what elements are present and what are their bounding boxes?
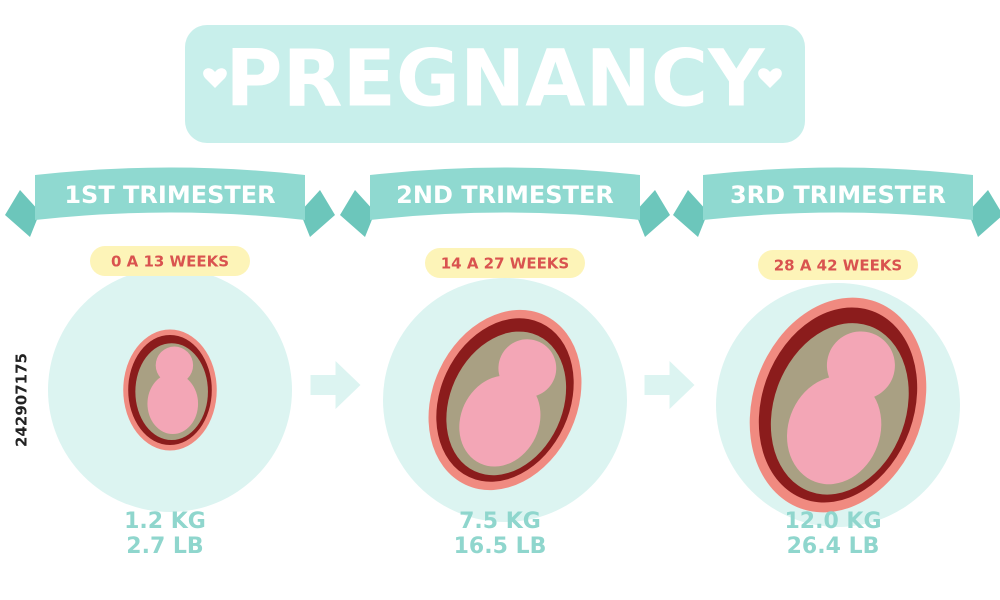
fetus-head xyxy=(498,339,557,398)
weeks-label: 0 A 13 WEEKS xyxy=(111,253,229,271)
weeks-pill xyxy=(90,246,250,276)
womb-illustration xyxy=(428,309,582,491)
stage: 1ST TRIMESTER 0 A 13 WEEKS 1.2 KG2.7 LB xyxy=(5,167,361,559)
heart-left xyxy=(203,68,227,88)
ribbon xyxy=(370,167,640,220)
fetus-body xyxy=(459,375,541,467)
stock-id: 242907175 xyxy=(13,353,31,447)
heart-right xyxy=(758,68,782,88)
arrow xyxy=(644,361,695,409)
weight-lb: 26.4 LB xyxy=(787,534,880,559)
womb-illustration xyxy=(749,297,927,513)
fetus-head xyxy=(826,331,895,400)
weight-kg: 12.0 KG xyxy=(784,509,881,534)
weeks-pill xyxy=(425,248,585,278)
ribbon-label: 1ST TRIMESTER xyxy=(64,181,275,209)
weight-kg: 7.5 KG xyxy=(459,509,541,534)
arrow xyxy=(310,361,361,409)
weeks-label: 14 A 27 WEEKS xyxy=(441,255,570,273)
stages: 1ST TRIMESTER 0 A 13 WEEKS 1.2 KG2.7 LB 2ND… xyxy=(5,167,1000,559)
weeks-label: 28 A 42 WEEKS xyxy=(774,257,903,275)
ribbon xyxy=(703,167,973,220)
ribbon-label: 2ND TRIMESTER xyxy=(396,181,614,209)
weeks-pill xyxy=(758,250,918,280)
weight-lb: 16.5 LB xyxy=(454,534,547,559)
womb-illustration xyxy=(123,329,217,451)
ribbon-label: 3RD TRIMESTER xyxy=(730,181,946,209)
ribbon xyxy=(35,167,305,220)
fetus-head xyxy=(155,346,194,384)
title: PREGNANCY xyxy=(225,34,766,124)
fetus-body xyxy=(147,373,199,434)
fetus-body xyxy=(787,376,882,485)
title-banner xyxy=(185,25,805,143)
weight-kg: 1.2 KG xyxy=(124,509,206,534)
weight-lb: 2.7 LB xyxy=(126,534,203,559)
